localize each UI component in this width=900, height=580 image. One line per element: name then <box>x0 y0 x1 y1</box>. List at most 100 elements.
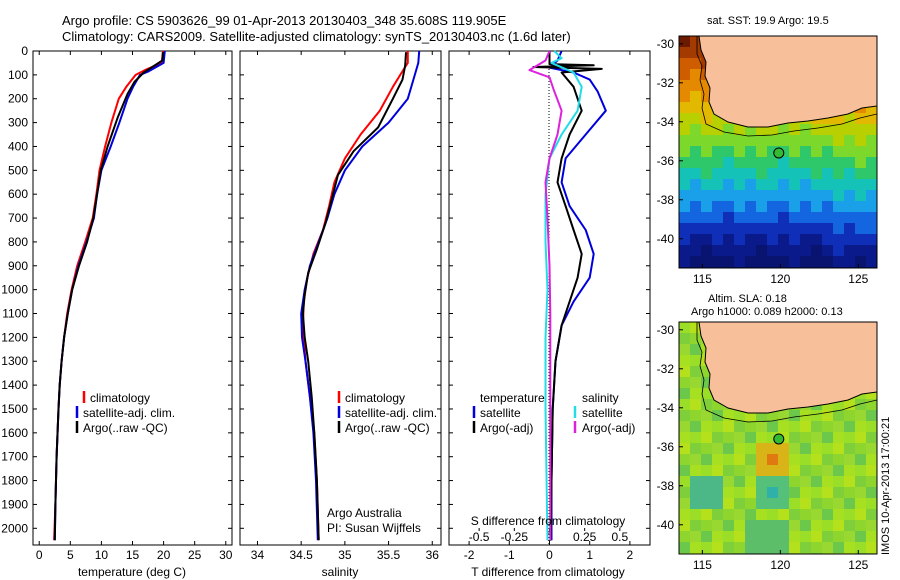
sst-cell <box>844 146 856 158</box>
sst-cell <box>701 146 713 158</box>
sla-cell <box>789 421 801 433</box>
sst-cell <box>690 124 702 136</box>
sla-xtick-label-0: 115 <box>693 558 712 572</box>
sla-cell <box>822 487 834 499</box>
sst-cell <box>701 212 713 224</box>
sla-cell <box>811 509 823 521</box>
sla-cell <box>778 487 790 499</box>
sst-cell <box>756 212 768 224</box>
sla-cell <box>723 421 735 433</box>
sst-cell <box>723 135 735 147</box>
sla-cell <box>767 443 779 455</box>
temperature-series <box>53 50 166 541</box>
sla-cell <box>745 498 757 510</box>
salinity-xlabel: salinity <box>322 565 359 579</box>
sst-cell <box>778 168 790 180</box>
sst-cell <box>690 91 702 103</box>
sla-cell <box>800 509 812 521</box>
sst-cell <box>734 157 746 169</box>
sla-cell <box>833 465 845 477</box>
sst-cell <box>778 234 790 246</box>
sla-cell <box>855 509 867 521</box>
sla-cell <box>844 421 856 433</box>
sst-cell <box>701 223 713 235</box>
salinity-xtick-label-0: 34 <box>251 548 265 562</box>
sla-cell <box>789 410 801 422</box>
sla-cell <box>833 443 845 455</box>
sst-cell <box>822 135 834 147</box>
sla-cell <box>679 509 691 521</box>
sla-cell <box>800 542 812 554</box>
difference-legend: temperature satellite Argo(-adj) salinit… <box>472 391 635 435</box>
sla-cell <box>833 454 845 466</box>
sst-cell <box>811 212 823 224</box>
sst-cell <box>756 179 768 191</box>
sla-cell <box>778 443 790 455</box>
sst-cell <box>767 234 779 246</box>
sla-cell <box>778 465 790 477</box>
sst-cell <box>745 245 757 257</box>
depth-label-17: 1700 <box>1 450 28 464</box>
sst-cell <box>690 69 702 81</box>
sla-cell <box>833 509 845 521</box>
sla-cell <box>679 443 691 455</box>
depth-label-2: 200 <box>8 92 28 106</box>
depth-label-4: 400 <box>8 139 28 153</box>
difference-panel: -2 -1 0 1 2-0.5 -0.25 0 0.25 0.5 S difference fr… <box>448 50 651 579</box>
sla-cell <box>789 498 801 510</box>
salinity-legend-climatology: climatology <box>345 391 405 405</box>
sst-cell <box>712 245 724 257</box>
sla-cell <box>866 399 877 411</box>
difference-top-xtick-label-4: 0.5 <box>612 530 629 544</box>
sla-cell <box>833 542 845 554</box>
sst-cell <box>855 113 867 125</box>
sla-cell <box>701 542 713 554</box>
sst-cell <box>811 201 823 213</box>
sst-cell <box>833 256 845 268</box>
sst-cell <box>745 168 757 180</box>
sst-cell <box>679 267 691 268</box>
sst-cell <box>844 124 856 136</box>
sla-cell <box>734 465 746 477</box>
temperature-panel: 0 5 10 15 20 25 30 temperature (deg C) climato… <box>32 50 233 579</box>
sst-cell <box>679 102 691 114</box>
sla-cell <box>712 498 724 510</box>
sst-cell <box>822 245 834 257</box>
sla-cell <box>723 432 735 444</box>
sst-cell <box>866 146 877 158</box>
difference-xtick-label-3: 1 <box>586 548 593 562</box>
sst-cell <box>866 168 877 180</box>
difference-top-xtick-label-1: -0.25 <box>501 530 529 544</box>
sla-cell <box>855 410 867 422</box>
sst-cell <box>734 179 746 191</box>
sla-xtick-label-1: 120 <box>770 558 790 572</box>
sst-cell <box>844 157 856 169</box>
sla-cell <box>756 476 768 488</box>
depth-label-3: 300 <box>8 116 28 130</box>
sla-cell <box>745 476 757 488</box>
sst-cell <box>822 113 834 125</box>
sst-cell <box>778 179 790 191</box>
sla-cell <box>756 509 768 521</box>
sst-cell <box>679 234 691 246</box>
sla-cell <box>767 542 779 554</box>
sst-cell <box>712 168 724 180</box>
sst-cell <box>734 201 746 213</box>
sla-cell <box>811 454 823 466</box>
temperature-ticks: 0 5 10 15 20 25 30 <box>33 50 233 562</box>
sla-cell <box>855 531 867 543</box>
sst-cell <box>822 124 834 136</box>
sst-cell <box>690 102 702 114</box>
sla-cell <box>778 476 790 488</box>
sla-cell <box>866 388 877 400</box>
sla-cell <box>855 465 867 477</box>
sst-cell <box>679 245 691 257</box>
sst-cell <box>679 58 691 70</box>
sst-ytick-label-4: -38 <box>657 193 675 207</box>
sst-cell <box>811 267 823 268</box>
salinity-panel: 34 34.5 35 35.5 36 salinity climatology sate… <box>239 50 442 579</box>
sla-cell <box>833 498 845 510</box>
sst-cell <box>767 168 779 180</box>
sla-cell <box>690 421 702 433</box>
sla-station-marker <box>773 433 785 445</box>
